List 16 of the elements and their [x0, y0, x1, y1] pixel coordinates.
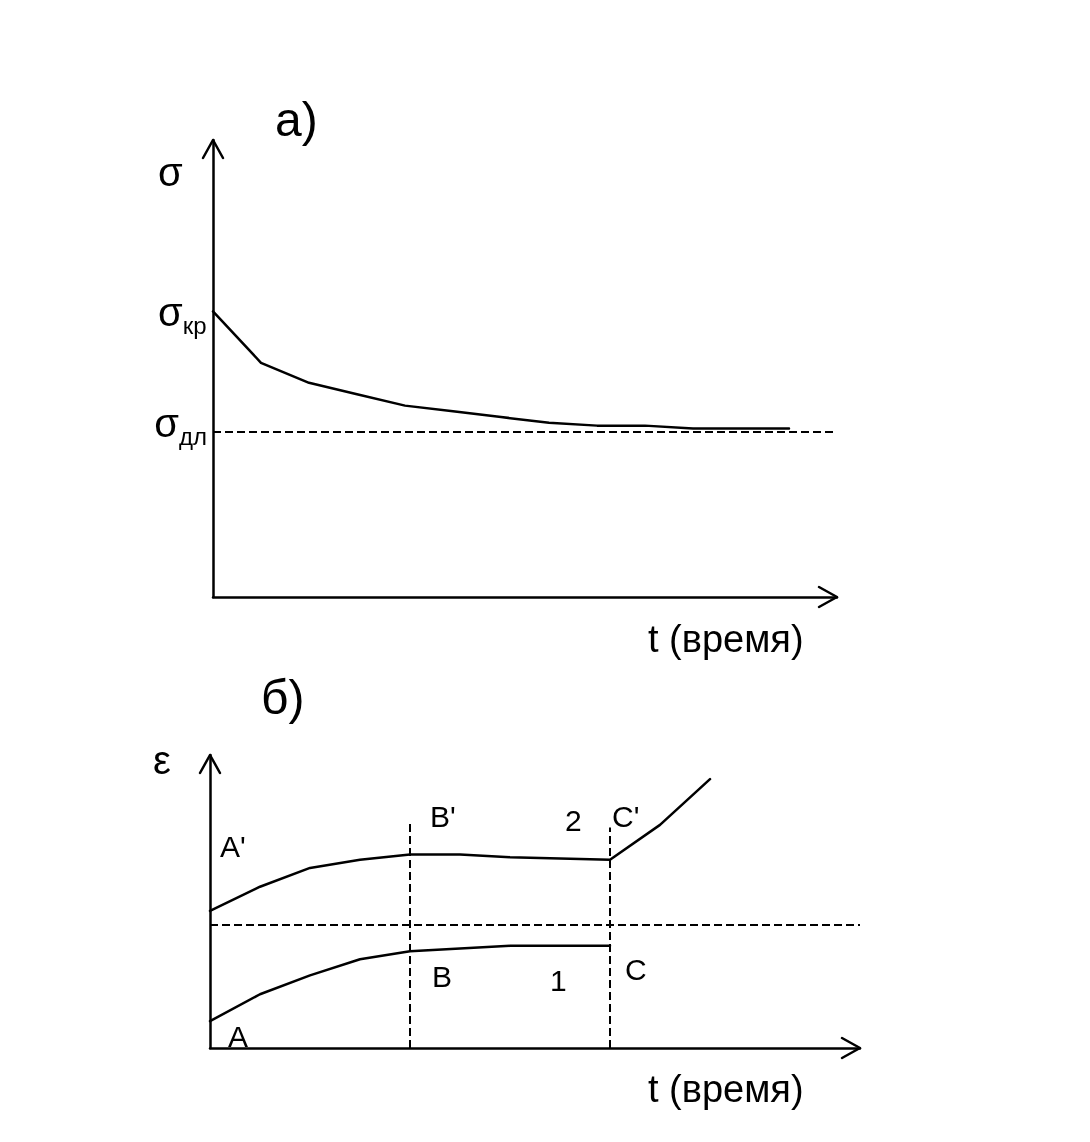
series-label: 2: [565, 803, 582, 837]
y-axis-title: ε: [153, 738, 171, 782]
ref-line-label: σ$_{дл}$: [154, 401, 207, 453]
annotation: B: [432, 960, 453, 994]
annotation: C': [612, 800, 640, 834]
annotation: C: [625, 953, 647, 987]
annotation: A': [220, 830, 246, 864]
x-axis-title: t (время): [648, 1068, 804, 1110]
chart-title: б): [261, 670, 305, 724]
y-axis-title: σ: [158, 150, 183, 194]
annotation: B': [430, 800, 456, 834]
text: σ$_{кр}$: [158, 290, 207, 341]
annotation: A: [228, 1020, 249, 1054]
chart-title: а): [275, 92, 318, 146]
series-label: 1: [550, 964, 567, 998]
x-axis-title: t (время): [648, 618, 804, 660]
